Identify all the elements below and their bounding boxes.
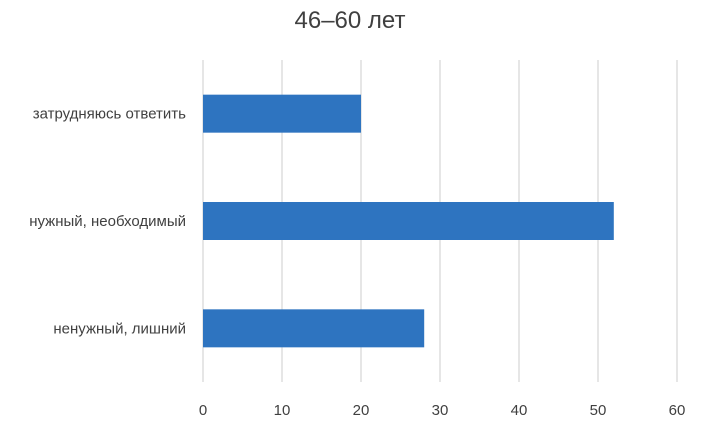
bar (203, 202, 614, 240)
x-tick-label: 50 (590, 402, 607, 419)
x-tick-label: 10 (274, 402, 291, 419)
x-tick-label: 20 (353, 402, 370, 419)
category-label: ненужный, лишний (53, 320, 186, 337)
bars (203, 94, 614, 348)
x-tick-label: 0 (199, 402, 207, 419)
bar (203, 94, 361, 133)
category-labels: затрудняюсь ответить нужный, необходимый н… (29, 106, 186, 338)
chart-title: 46–60 лет (295, 7, 406, 34)
x-tick-label: 30 (432, 402, 449, 419)
x-tick-label: 60 (669, 402, 686, 419)
category-label: нужный, необходимый (29, 213, 186, 230)
x-tick-label: 40 (511, 402, 528, 419)
category-label: затрудняюсь ответить (33, 106, 186, 123)
bar (203, 309, 425, 348)
x-axis-tick-labels: 0 10 20 30 40 50 60 (199, 402, 686, 419)
